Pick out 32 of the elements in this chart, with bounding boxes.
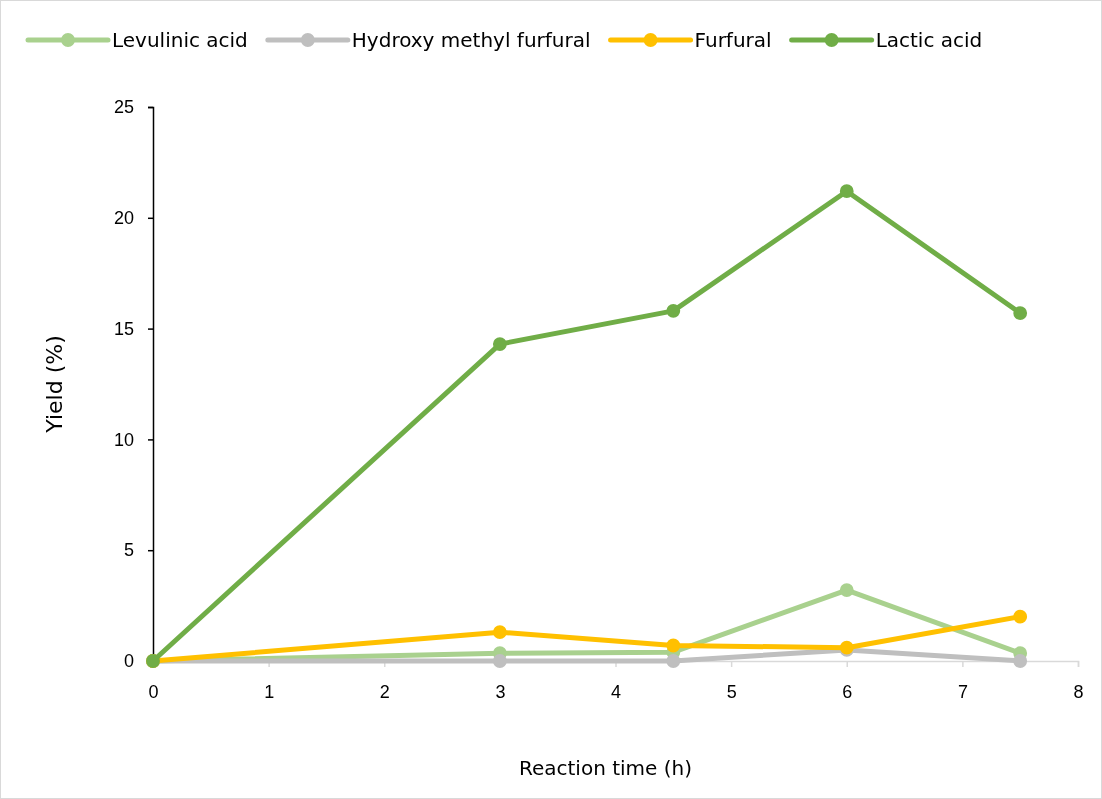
legend-label: Lactic acid [875, 28, 983, 52]
y-axis-title: Yield (%) [42, 335, 67, 434]
x-tick-label: 0 [148, 681, 159, 702]
point [1013, 654, 1028, 668]
point [492, 654, 507, 668]
x-tick-label: 3 [495, 681, 506, 702]
point [492, 625, 507, 640]
legend-label: Levulinic acid [112, 28, 248, 52]
y-tick-label: 10 [113, 429, 134, 450]
point [666, 303, 681, 318]
x-tick-label: 8 [1073, 681, 1084, 702]
y-tick-label: 25 [113, 97, 134, 118]
point [492, 337, 507, 352]
point [1013, 609, 1028, 624]
x-tick-label: 2 [379, 681, 390, 702]
x-axis-title: Reaction time (h) [518, 756, 693, 780]
x-tick-label: 4 [610, 681, 622, 702]
y-tick-label: 0 [123, 651, 134, 672]
legend-label: Hydroxy methyl furfural [351, 28, 591, 52]
y-tick-label: 5 [123, 540, 134, 561]
point [839, 583, 854, 597]
x-tick-label: 6 [842, 681, 853, 702]
x-tick-label: 1 [264, 681, 275, 702]
point [1013, 306, 1028, 320]
point [666, 638, 681, 653]
x-tick-label: 7 [957, 681, 968, 702]
y-tick-label: 20 [113, 208, 134, 229]
y-tick-label: 15 [113, 318, 134, 339]
x-tick-label: 5 [726, 681, 737, 702]
point [666, 654, 681, 668]
legend-label: Furfural [694, 28, 772, 52]
point [839, 184, 854, 199]
